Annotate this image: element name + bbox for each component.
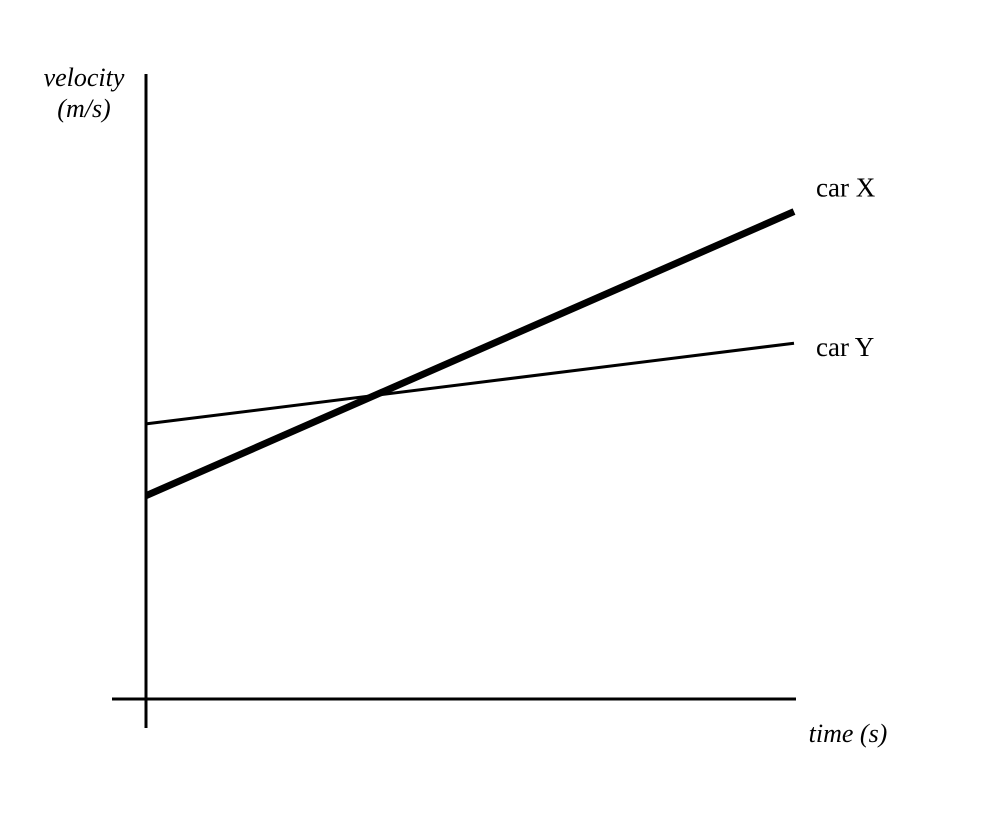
series-line-car-y [145, 341, 795, 426]
y-axis-label-line1: velocity [44, 63, 125, 92]
series-line-car-x [144, 208, 796, 499]
series-layer: car X car Y [144, 173, 876, 499]
series-label-car-y: car Y [816, 332, 874, 362]
series-label-car-x: car X [816, 173, 876, 203]
x-axis-label: time (s) [809, 719, 888, 748]
y-axis-label-line2: (m/s) [57, 94, 110, 123]
